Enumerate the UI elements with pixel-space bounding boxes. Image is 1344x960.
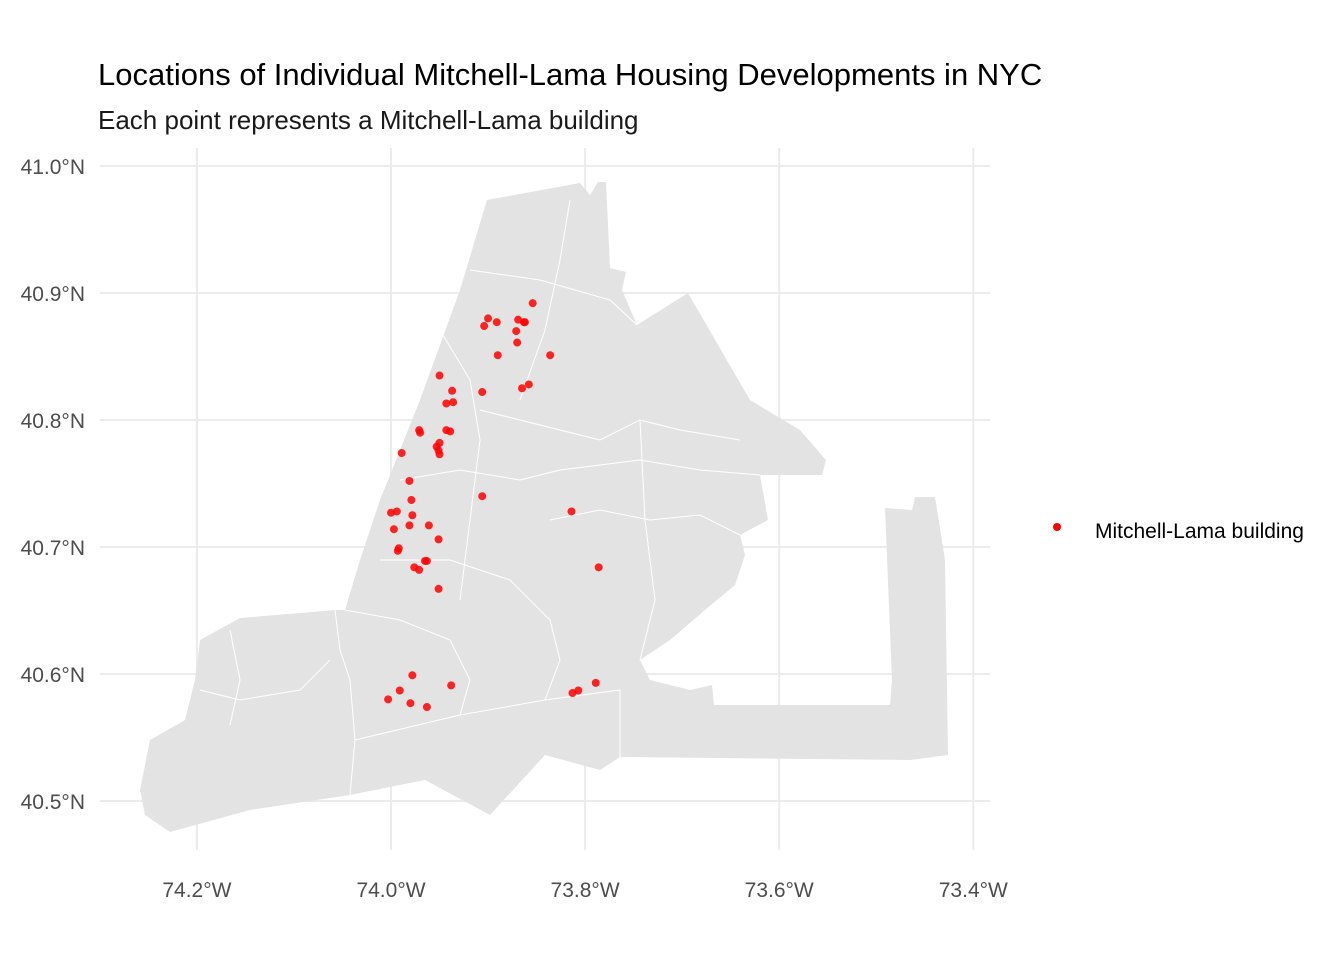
building-point xyxy=(567,507,576,516)
building-point xyxy=(406,699,415,708)
y-tick-label: 40.7°N xyxy=(21,537,85,560)
building-point xyxy=(446,427,455,436)
legend-point-icon xyxy=(1053,523,1061,531)
building-point xyxy=(424,521,433,530)
building-point xyxy=(407,496,416,505)
y-tick-label: 41.0°N xyxy=(21,156,85,179)
chart-subtitle: Each point represents a Mitchell-Lama bu… xyxy=(98,105,639,135)
legend-label: Mitchell-Lama building xyxy=(1095,520,1304,543)
x-tick-label: 74.0°W xyxy=(356,879,425,902)
building-point xyxy=(528,299,537,308)
building-point xyxy=(520,318,529,327)
x-tick-label: 73.4°W xyxy=(939,879,1008,902)
building-point xyxy=(594,563,603,572)
building-point xyxy=(435,450,444,459)
building-point xyxy=(415,565,424,574)
x-tick-label: 73.8°W xyxy=(551,879,620,902)
building-point xyxy=(442,399,451,408)
building-point xyxy=(568,689,577,698)
y-axis-ticks: 41.0°N 40.9°N 40.8°N 40.7°N 40.6°N 40.5°N xyxy=(21,156,85,814)
y-tick-label: 40.5°N xyxy=(21,791,85,814)
building-point xyxy=(392,507,401,516)
building-point xyxy=(546,351,555,360)
building-point xyxy=(393,546,402,555)
y-tick-label: 40.9°N xyxy=(21,283,85,306)
legend: Mitchell-Lama building xyxy=(1053,520,1304,543)
nyc-basemap xyxy=(140,182,948,832)
x-tick-label: 73.6°W xyxy=(745,879,814,902)
x-tick-label: 74.2°W xyxy=(162,879,231,902)
building-point xyxy=(512,327,521,336)
building-point xyxy=(492,318,501,327)
building-point xyxy=(397,449,406,458)
nyc-land-polygon xyxy=(140,182,948,832)
building-point xyxy=(447,681,456,690)
x-axis-ticks: 74.2°W 74.0°W 73.8°W 73.6°W 73.4°W xyxy=(162,879,1008,902)
building-point xyxy=(449,398,458,407)
building-point xyxy=(480,322,489,331)
building-point xyxy=(405,476,414,485)
building-point xyxy=(435,371,444,380)
y-tick-label: 40.6°N xyxy=(21,664,85,687)
building-point xyxy=(484,314,493,323)
building-point xyxy=(478,388,487,397)
building-point xyxy=(416,428,425,437)
building-point xyxy=(478,492,487,501)
building-point xyxy=(513,338,522,347)
building-point xyxy=(518,384,527,393)
building-point xyxy=(591,678,600,687)
building-point xyxy=(448,386,457,395)
y-tick-label: 40.8°N xyxy=(21,410,85,433)
building-point xyxy=(434,584,443,593)
building-point xyxy=(493,351,502,360)
building-points xyxy=(384,299,603,712)
building-point xyxy=(422,556,431,565)
building-point xyxy=(389,525,398,534)
building-point xyxy=(405,521,414,530)
building-point xyxy=(422,703,431,712)
building-point xyxy=(408,671,417,680)
chart-title: Locations of Individual Mitchell-Lama Ho… xyxy=(98,57,1042,92)
building-point xyxy=(408,511,417,520)
building-point xyxy=(384,695,393,704)
building-point xyxy=(524,380,533,389)
building-point xyxy=(395,686,404,695)
neighborhood-borders xyxy=(199,199,761,796)
building-point xyxy=(434,535,443,544)
